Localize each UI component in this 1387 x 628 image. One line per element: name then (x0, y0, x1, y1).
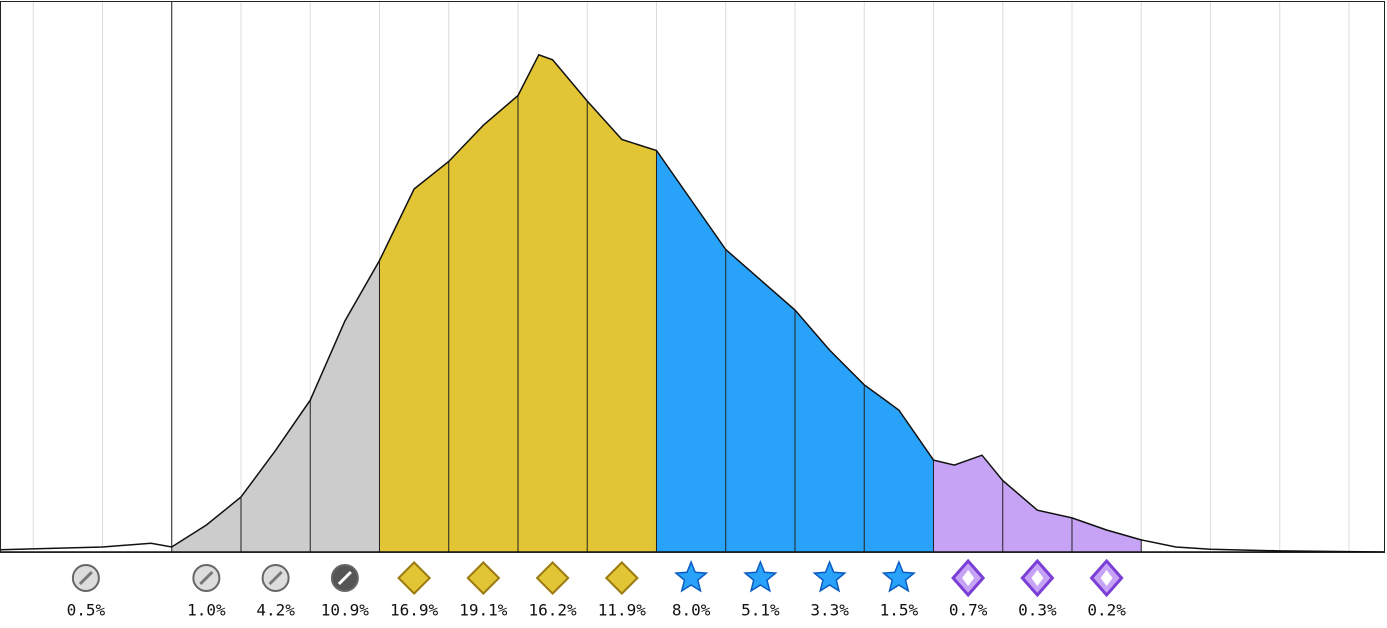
band-fill (0, 54, 172, 552)
band-fill (240, 54, 311, 552)
icon-detail (337, 570, 352, 586)
band-fill (1071, 54, 1142, 552)
value-label: 16.2% (529, 601, 578, 620)
band-fill (864, 54, 934, 552)
rank-icon (1089, 558, 1124, 598)
band-fills (0, 54, 1142, 552)
value-label: 0.3% (1018, 601, 1057, 620)
icon-detail (268, 570, 283, 586)
plot-frame (0, 1, 1385, 553)
value-label: 11.9% (598, 601, 647, 620)
rank-icon (330, 564, 359, 592)
value-label: 1.0% (187, 601, 226, 620)
icon-detail (1031, 570, 1044, 586)
band-fill (933, 54, 1003, 552)
value-label: 8.0% (672, 601, 711, 620)
rank-icon (604, 561, 639, 595)
value-label: 5.1% (741, 601, 780, 620)
icon-shape (743, 559, 778, 593)
icon-shape (604, 561, 639, 595)
rank-icon (535, 561, 570, 595)
band-fill (379, 54, 449, 552)
rank-icon (397, 561, 432, 595)
icon-shape (535, 561, 570, 595)
rank-icon (1020, 558, 1055, 598)
rank-icon (881, 559, 917, 593)
band-fill (517, 54, 588, 552)
icon-shape (812, 559, 847, 593)
rank-icon (673, 559, 709, 593)
value-label: 10.9% (321, 601, 370, 620)
icon-detail (1100, 570, 1113, 586)
icon-shape (881, 559, 917, 593)
icon-shape (673, 559, 709, 593)
value-label: 19.1% (459, 601, 508, 620)
rank-icon (466, 561, 501, 595)
band-fill (448, 54, 518, 552)
rank-icon (812, 559, 847, 593)
band-fill (1002, 54, 1072, 552)
rank-icon (743, 559, 778, 593)
value-label: 1.5% (880, 601, 919, 620)
icon-shape (466, 561, 501, 595)
icon-shape (397, 561, 432, 595)
band-fill (794, 54, 865, 552)
value-label: 0.5% (67, 601, 106, 620)
icon-detail (199, 570, 214, 586)
rank-icon (192, 564, 221, 592)
value-label: 16.9% (390, 601, 439, 620)
band-fill (310, 54, 380, 552)
icon-detail (962, 570, 975, 586)
band-fill (171, 54, 241, 552)
rank-icon (71, 564, 100, 592)
value-label: 0.7% (949, 601, 988, 620)
rank-icon (261, 564, 290, 592)
value-label: 4.2% (256, 601, 295, 620)
icon-detail (78, 570, 93, 586)
rank-icon (951, 558, 986, 598)
value-label: 3.3% (810, 601, 849, 620)
density-curve (0, 53, 1386, 553)
band-fill (725, 54, 795, 552)
band-fill (656, 54, 726, 552)
band-fill (587, 54, 657, 552)
value-label: 0.2% (1087, 601, 1126, 620)
